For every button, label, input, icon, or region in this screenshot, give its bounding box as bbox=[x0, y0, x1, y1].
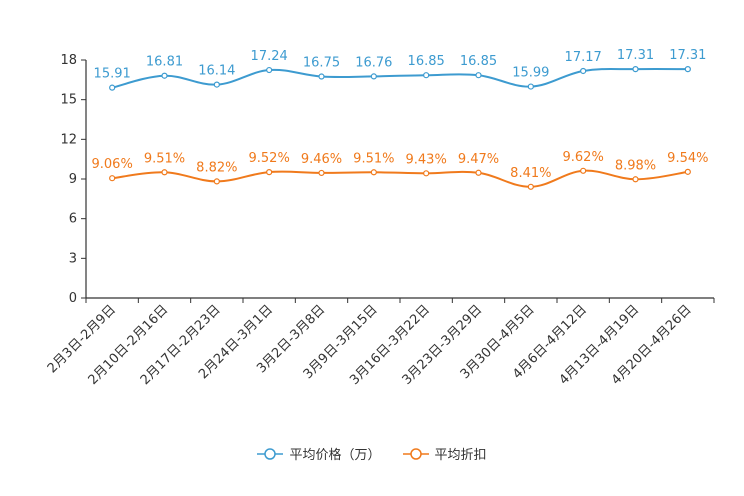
legend-label-avg-discount: 平均折扣 bbox=[434, 448, 487, 463]
data-point[interactable] bbox=[370, 169, 377, 176]
data-label: 9.47% bbox=[458, 152, 499, 167]
data-point[interactable] bbox=[580, 67, 587, 75]
data-label: 17.31 bbox=[669, 48, 706, 63]
y-tick-label: 6 bbox=[69, 212, 77, 227]
y-tick-label: 18 bbox=[60, 53, 77, 68]
data-point[interactable] bbox=[423, 72, 430, 79]
data-label: 9.46% bbox=[301, 152, 342, 167]
series-line-avg-discount bbox=[112, 169, 688, 188]
data-point[interactable] bbox=[161, 169, 168, 176]
y-tick-label: 0 bbox=[69, 291, 77, 306]
data-label: 8.41% bbox=[510, 166, 551, 181]
data-point[interactable] bbox=[423, 170, 430, 177]
data-label: 9.51% bbox=[144, 151, 185, 166]
data-point[interactable] bbox=[475, 72, 482, 79]
y-tick-label: 3 bbox=[69, 251, 77, 266]
data-label: 16.81 bbox=[146, 55, 183, 70]
data-label: 9.43% bbox=[406, 152, 447, 167]
data-label: 17.24 bbox=[251, 49, 288, 64]
data-point[interactable] bbox=[109, 175, 116, 182]
legend-line-marker-icon bbox=[257, 447, 284, 460]
data-label: 17.17 bbox=[565, 50, 602, 65]
data-label: 15.99 bbox=[512, 66, 549, 81]
legend-item-avg-discount[interactable]: 平均折扣 bbox=[402, 444, 487, 463]
data-point[interactable] bbox=[318, 73, 325, 80]
legend-line-marker-icon bbox=[402, 447, 429, 460]
data-label: 15.91 bbox=[94, 67, 131, 82]
data-point[interactable] bbox=[684, 168, 691, 175]
y-tick-label: 9 bbox=[69, 172, 77, 187]
data-label: 17.31 bbox=[617, 48, 654, 63]
data-point[interactable] bbox=[580, 167, 587, 174]
data-point[interactable] bbox=[527, 183, 534, 190]
data-point[interactable] bbox=[527, 83, 534, 90]
data-point[interactable] bbox=[684, 66, 691, 73]
data-point[interactable] bbox=[161, 72, 168, 79]
data-label: 9.51% bbox=[353, 151, 394, 166]
data-label: 16.76 bbox=[355, 55, 392, 70]
data-label: 9.54% bbox=[667, 151, 708, 166]
chart-legend: 平均价格（万） 平均折扣 bbox=[0, 444, 744, 463]
data-label: 16.75 bbox=[303, 56, 340, 71]
y-tick-label: 15 bbox=[60, 93, 77, 108]
data-label: 16.85 bbox=[460, 54, 497, 69]
series-line-avg-price bbox=[111, 67, 688, 89]
data-label: 9.62% bbox=[563, 150, 604, 165]
data-point[interactable] bbox=[632, 176, 639, 183]
data-label: 16.85 bbox=[408, 54, 445, 69]
data-point[interactable] bbox=[213, 81, 220, 88]
data-label: 8.82% bbox=[196, 160, 237, 175]
data-point[interactable] bbox=[109, 84, 116, 91]
legend-item-avg-price[interactable]: 平均价格（万） bbox=[257, 444, 381, 463]
data-point[interactable] bbox=[475, 169, 482, 176]
data-point[interactable] bbox=[213, 178, 220, 185]
legend-label-avg-price: 平均价格（万） bbox=[289, 448, 381, 463]
y-tick-label: 12 bbox=[60, 132, 77, 147]
data-point[interactable] bbox=[632, 66, 639, 73]
data-point[interactable] bbox=[318, 169, 325, 177]
data-label: 9.52% bbox=[249, 151, 290, 166]
data-label: 8.98% bbox=[615, 158, 656, 173]
data-point[interactable] bbox=[266, 66, 273, 74]
data-point[interactable] bbox=[266, 169, 273, 176]
data-point[interactable] bbox=[370, 73, 377, 80]
data-label: 16.14 bbox=[198, 64, 235, 79]
data-label: 9.06% bbox=[92, 157, 133, 172]
